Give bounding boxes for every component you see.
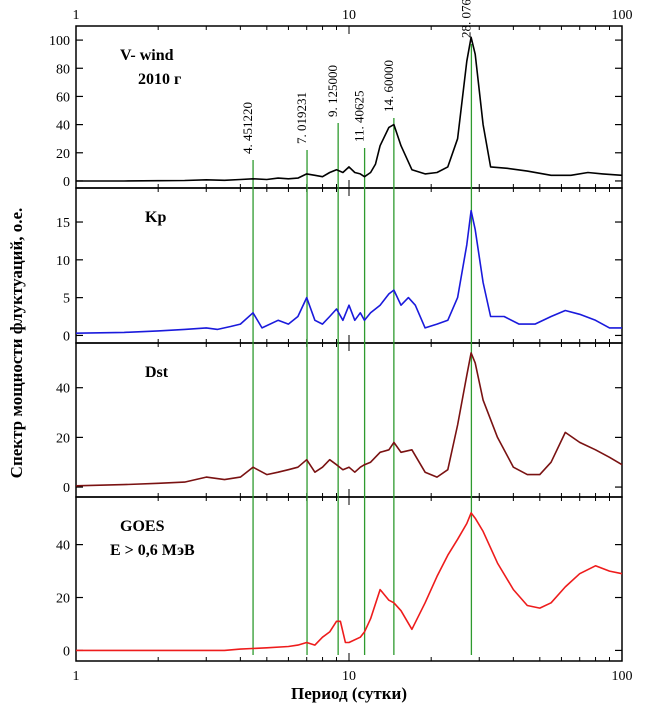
panel-label-sub: 2010 г: [138, 71, 181, 88]
period-marker-label: 7. 019231: [294, 92, 309, 144]
series-line-v-wind: [76, 36, 623, 182]
y-tick-label: 100: [49, 34, 70, 49]
x-tick-label-bottom: 100: [612, 669, 633, 684]
y-tick-label: 10: [56, 254, 70, 269]
panel-label-sub: E > 0,6 МэВ: [110, 542, 195, 559]
y-tick-label: 5: [63, 292, 70, 307]
y-tick-label: 0: [63, 644, 70, 659]
y-tick-label: 0: [63, 481, 70, 496]
x-tick-label-bottom: 1: [73, 669, 80, 684]
x-tick-label-top: 100: [612, 8, 633, 23]
series-line-dst: [75, 352, 623, 487]
y-tick-label: 20: [56, 592, 70, 607]
y-tick-label: 40: [56, 539, 70, 554]
y-tick-label: 80: [56, 62, 70, 77]
y-tick-label: 60: [56, 90, 70, 105]
x-tick-label-top: 1: [73, 8, 80, 23]
x-axis-title: Период (сутки): [291, 684, 407, 703]
series-line-goes: [76, 512, 623, 652]
x-tick-label-top: 10: [342, 8, 356, 23]
panel-label: V- wind: [120, 47, 174, 64]
y-tick-label: 0: [63, 329, 70, 344]
y-axis-title: Спектр мощности флуктуаций, о.е.: [7, 208, 26, 479]
y-tick-label: 40: [56, 119, 70, 134]
series-line-kp: [75, 209, 622, 334]
panel-label: GOES: [120, 518, 165, 535]
panel-label: Dst: [145, 364, 169, 381]
panel-label: Kp: [145, 209, 166, 226]
x-tick-label-bottom: 10: [342, 669, 356, 684]
period-marker-label: 28. 07692: [458, 0, 473, 38]
period-marker-label: 4. 451220: [240, 102, 255, 154]
y-tick-label: 40: [56, 382, 70, 397]
y-tick-label: 20: [56, 431, 70, 446]
y-tick-label: 0: [63, 175, 70, 190]
period-marker-label: 14. 60000: [381, 60, 396, 112]
y-tick-label: 20: [56, 147, 70, 162]
y-tick-label: 15: [56, 216, 70, 231]
period-marker-label: 11. 40625: [352, 90, 367, 142]
period-marker-label: 9. 125000: [325, 65, 340, 117]
